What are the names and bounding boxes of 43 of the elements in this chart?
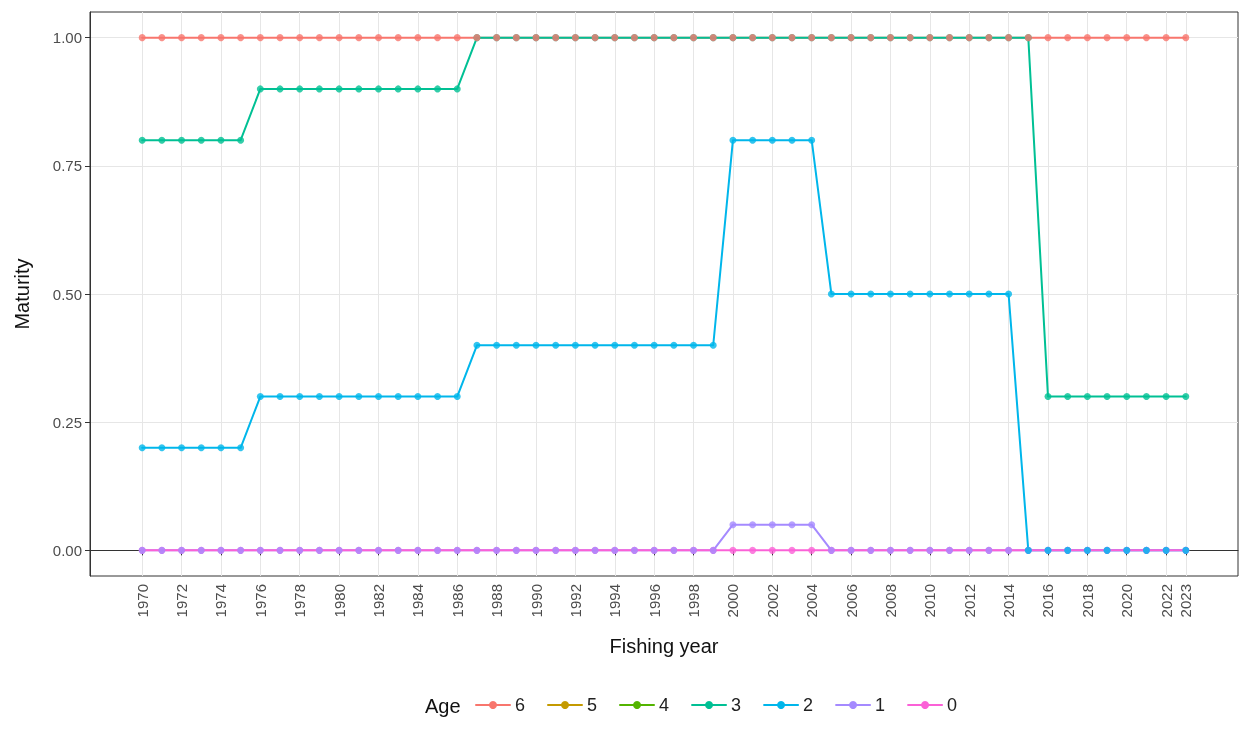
- legend-title: Age: [425, 695, 461, 717]
- y-tick-label: 0.00: [52, 541, 82, 559]
- x-tick-label: 1988: [488, 584, 506, 618]
- x-tick-label: 2004: [803, 584, 821, 618]
- legend-label: 5: [587, 695, 598, 715]
- x-tick-label: 2000: [724, 584, 742, 618]
- x-tick-label: 1990: [527, 584, 545, 618]
- x-tick-label: 1998: [685, 584, 703, 618]
- x-tick-label: 2020: [1118, 584, 1136, 618]
- x-tick-label: 1994: [606, 584, 624, 618]
- x-tick-label: 1992: [566, 584, 584, 618]
- x-axis-title: Fishing year: [609, 635, 719, 657]
- legend-label: 3: [731, 695, 742, 715]
- x-tick-label: 1996: [645, 584, 663, 618]
- legend-label: 4: [659, 695, 670, 715]
- x-tick-label: 2018: [1078, 584, 1096, 618]
- y-tick-label: 0.25: [52, 413, 82, 431]
- y-axis-title: Maturity: [11, 258, 33, 330]
- y-tick-label: 0.75: [52, 157, 82, 175]
- x-tick-label: 1970: [133, 584, 151, 618]
- x-tick-label: 1984: [409, 584, 427, 618]
- x-tick-label: 2022: [1157, 584, 1175, 618]
- legend-label: 0: [947, 695, 958, 715]
- x-tick-label: 2008: [881, 584, 899, 618]
- x-tick-label: 2010: [921, 584, 939, 618]
- x-tick-label: 1972: [173, 584, 191, 618]
- x-tick-label: 1986: [448, 584, 466, 618]
- x-tick-label: 2014: [1000, 584, 1018, 618]
- x-tick-label: 2006: [842, 584, 860, 618]
- legend-label: 6: [515, 695, 526, 715]
- y-tick-label: 0.50: [52, 285, 82, 303]
- x-tick-label: 2016: [1039, 584, 1057, 618]
- x-tick-label: 1982: [369, 584, 387, 618]
- x-tick-label: 2002: [763, 584, 781, 618]
- x-tick-label: 1976: [251, 584, 269, 618]
- x-tick-label: 1980: [330, 584, 348, 618]
- x-tick-label: 2012: [960, 584, 978, 618]
- y-tick-label: 1.00: [52, 29, 82, 47]
- x-tick-label: 1974: [212, 584, 230, 618]
- legend-label: 1: [875, 695, 886, 715]
- x-tick-label: 1978: [291, 584, 309, 618]
- x-tick-label: 2023: [1177, 584, 1195, 618]
- legend-label: 2: [803, 695, 814, 715]
